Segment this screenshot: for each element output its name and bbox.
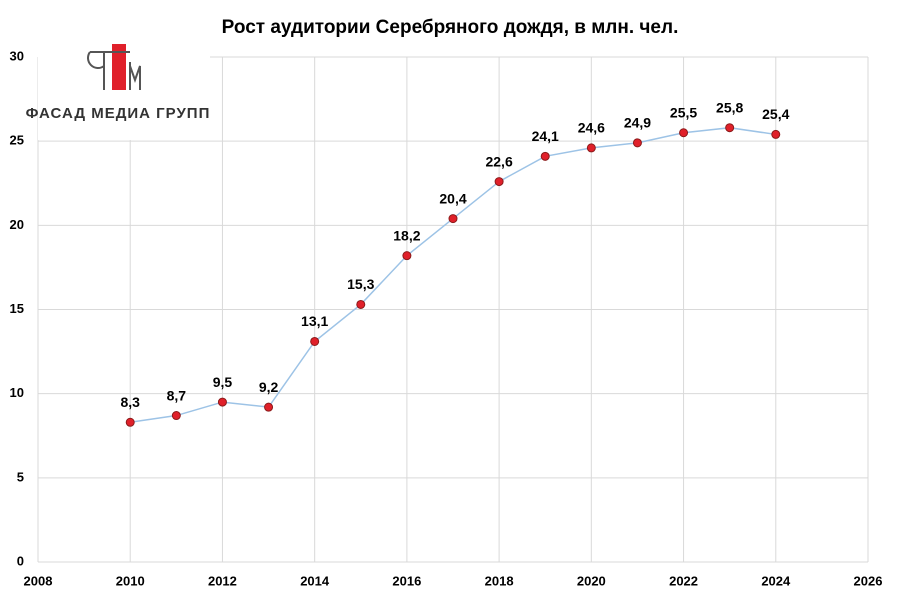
y-tick-label: 5 [17, 469, 24, 484]
marker [356, 299, 366, 309]
y-tick-label: 25 [10, 133, 24, 148]
data-label: 22,6 [485, 153, 512, 169]
chart-title: Рост аудитории Серебряного дождя, в млн.… [222, 17, 679, 38]
x-tick-label: 2012 [208, 573, 237, 588]
marker [171, 411, 181, 421]
marker [310, 336, 320, 346]
marker [125, 417, 135, 427]
data-label: 18,2 [393, 227, 420, 243]
marker [771, 129, 781, 139]
x-tick-label: 2018 [485, 573, 514, 588]
data-label: 15,3 [347, 276, 374, 292]
logo-icon [87, 51, 141, 90]
data-label: 20,4 [439, 190, 466, 206]
data-label: 8,3 [120, 394, 140, 410]
x-tick-label: 2008 [24, 573, 53, 588]
x-tick-label: 2010 [116, 573, 145, 588]
y-tick-label: 15 [10, 301, 24, 316]
x-tick-label: 2024 [761, 573, 791, 588]
marker [264, 402, 274, 412]
y-tick-label: 20 [10, 217, 24, 232]
marker [540, 151, 550, 161]
y-tick-label: 0 [17, 553, 24, 568]
grid [37, 56, 869, 563]
y-tick-label: 10 [10, 385, 24, 400]
data-label: 8,7 [167, 387, 187, 403]
x-tick-label: 2026 [854, 573, 883, 588]
marker [448, 214, 458, 224]
data-label: 9,2 [259, 379, 279, 395]
data-label: 9,5 [213, 374, 233, 390]
marker [402, 251, 412, 261]
marker [586, 143, 596, 153]
y-tick-label: 30 [10, 48, 24, 63]
x-tick-label: 2020 [577, 573, 606, 588]
marker [679, 128, 689, 138]
marker [632, 138, 642, 148]
logo: ФАСАД МЕДИА ГРУПП [26, 40, 211, 140]
marker [494, 177, 504, 187]
x-tick-label: 2014 [300, 573, 330, 588]
data-label: 25,8 [716, 99, 743, 115]
data-label: 24,1 [532, 128, 559, 144]
data-label: 24,9 [624, 115, 651, 131]
x-tick-label: 2022 [669, 573, 698, 588]
data-label: 25,5 [670, 104, 697, 120]
data-label: 13,1 [301, 313, 328, 329]
marker [217, 397, 227, 407]
data-label: 24,6 [578, 120, 605, 136]
logo-bar [112, 44, 126, 90]
data-label: 25,4 [762, 106, 789, 122]
logo-text: ФАСАД МЕДИА ГРУПП [26, 105, 211, 122]
marker [725, 123, 735, 133]
x-tick-label: 2016 [392, 573, 421, 588]
